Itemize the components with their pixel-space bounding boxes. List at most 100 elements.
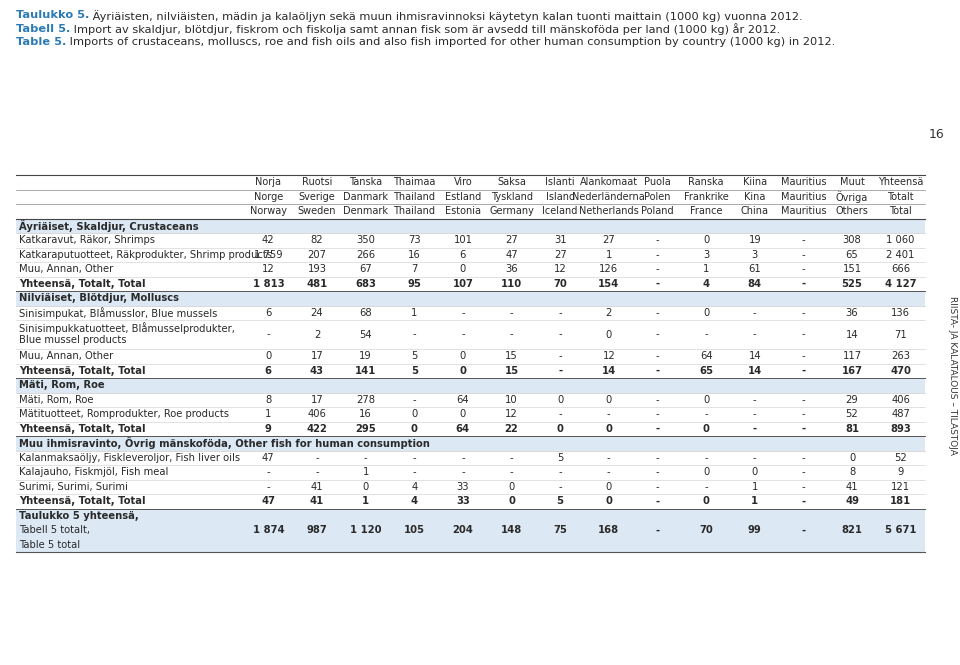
- Bar: [16, 509, 925, 552]
- Text: -: -: [510, 308, 514, 318]
- Text: -: -: [267, 481, 270, 491]
- Text: -: -: [705, 481, 708, 491]
- Text: 41: 41: [846, 481, 858, 491]
- Text: -: -: [607, 467, 611, 477]
- Text: 47: 47: [505, 250, 517, 260]
- Text: Taulukko 5 yhteensä,: Taulukko 5 yhteensä,: [19, 511, 139, 521]
- Text: Ranska: Ranska: [688, 178, 724, 188]
- Text: Frankrike: Frankrike: [684, 192, 729, 201]
- Text: 266: 266: [356, 250, 375, 260]
- Text: -: -: [461, 308, 465, 318]
- Text: 64: 64: [456, 424, 470, 434]
- Text: -: -: [802, 308, 805, 318]
- Text: 0: 0: [265, 351, 272, 361]
- Text: 70: 70: [553, 279, 567, 289]
- Text: -: -: [413, 395, 416, 405]
- Text: Table 5 total: Table 5 total: [19, 540, 80, 550]
- Text: 6: 6: [460, 250, 467, 260]
- Text: Mauritius: Mauritius: [780, 178, 827, 188]
- Text: -: -: [607, 409, 611, 419]
- Text: Kiina: Kiina: [743, 178, 767, 188]
- Text: 525: 525: [842, 279, 862, 289]
- Text: 75: 75: [553, 525, 567, 535]
- Text: 8: 8: [265, 395, 272, 405]
- Text: Kalanmaksaöljy, Fiskleveroljor, Fish liver oils: Kalanmaksaöljy, Fiskleveroljor, Fish liv…: [19, 453, 240, 463]
- Text: 1: 1: [606, 250, 612, 260]
- Text: 167: 167: [842, 366, 862, 376]
- Text: -: -: [705, 453, 708, 463]
- Text: 5: 5: [557, 496, 564, 506]
- Text: -: -: [510, 453, 514, 463]
- Text: 65: 65: [699, 366, 713, 376]
- Text: -: -: [510, 329, 514, 340]
- Text: 14: 14: [846, 329, 858, 340]
- Text: 263: 263: [891, 351, 910, 361]
- Text: Sweden: Sweden: [298, 206, 336, 216]
- Text: Danmark: Danmark: [343, 192, 388, 201]
- Text: 9: 9: [898, 467, 904, 477]
- Text: Taulukko 5.: Taulukko 5.: [16, 10, 89, 20]
- Text: 14: 14: [748, 366, 762, 376]
- Text: 0: 0: [460, 409, 466, 419]
- Text: -: -: [558, 366, 563, 376]
- Text: -: -: [753, 395, 756, 405]
- Text: 8: 8: [849, 467, 855, 477]
- Text: 666: 666: [891, 264, 910, 274]
- Text: 27: 27: [505, 235, 517, 245]
- Text: 5: 5: [557, 453, 564, 463]
- Text: Iceland: Iceland: [542, 206, 578, 216]
- Text: 987: 987: [306, 525, 327, 535]
- Text: 148: 148: [501, 525, 522, 535]
- Text: Norway: Norway: [250, 206, 287, 216]
- Text: Puola: Puola: [644, 178, 671, 188]
- Text: -: -: [559, 308, 562, 318]
- Text: -: -: [656, 235, 660, 245]
- Text: -: -: [656, 496, 660, 506]
- Text: Yhteensä: Yhteensä: [878, 178, 924, 188]
- Text: -: -: [559, 409, 562, 419]
- Text: 308: 308: [843, 235, 861, 245]
- Text: 406: 406: [307, 409, 326, 419]
- Text: Övriga: Övriga: [836, 191, 868, 203]
- Text: -: -: [802, 395, 805, 405]
- Text: -: -: [461, 467, 465, 477]
- Text: 5: 5: [411, 366, 418, 376]
- Text: -: -: [656, 329, 660, 340]
- Text: 65: 65: [846, 250, 858, 260]
- Text: -: -: [753, 329, 756, 340]
- Text: 19: 19: [359, 351, 372, 361]
- Text: -: -: [802, 409, 805, 419]
- Text: 81: 81: [845, 424, 859, 434]
- Text: 12: 12: [554, 264, 566, 274]
- Text: 43: 43: [310, 366, 324, 376]
- Text: 12: 12: [505, 409, 517, 419]
- Text: 47: 47: [261, 496, 276, 506]
- Text: Mauritius: Mauritius: [780, 206, 827, 216]
- Text: Table 5.: Table 5.: [16, 37, 66, 47]
- Text: 82: 82: [311, 235, 324, 245]
- Text: 0: 0: [606, 329, 612, 340]
- Text: -: -: [705, 329, 708, 340]
- Text: 16: 16: [359, 409, 372, 419]
- Text: -: -: [656, 395, 660, 405]
- Text: 487: 487: [891, 409, 910, 419]
- Text: -: -: [802, 235, 805, 245]
- Text: 141: 141: [355, 366, 376, 376]
- Text: Muu, Annan, Other: Muu, Annan, Other: [19, 351, 113, 361]
- Text: 350: 350: [356, 235, 375, 245]
- Text: -: -: [802, 264, 805, 274]
- Text: Poland: Poland: [641, 206, 674, 216]
- Text: 126: 126: [599, 264, 618, 274]
- Text: Saksa: Saksa: [497, 178, 526, 188]
- Text: Mäti, Rom, Roe: Mäti, Rom, Roe: [19, 380, 105, 390]
- Text: 14: 14: [602, 366, 616, 376]
- Text: Tanska: Tanska: [349, 178, 382, 188]
- Text: -: -: [656, 481, 660, 491]
- Text: 0: 0: [508, 496, 515, 506]
- Text: -: -: [559, 329, 562, 340]
- Text: Mäti, Rom, Roe: Mäti, Rom, Roe: [19, 395, 93, 405]
- Text: 0: 0: [606, 496, 612, 506]
- Text: 683: 683: [355, 279, 376, 289]
- Text: 84: 84: [748, 279, 762, 289]
- Text: Yhteensä, Totalt, Total: Yhteensä, Totalt, Total: [19, 366, 146, 376]
